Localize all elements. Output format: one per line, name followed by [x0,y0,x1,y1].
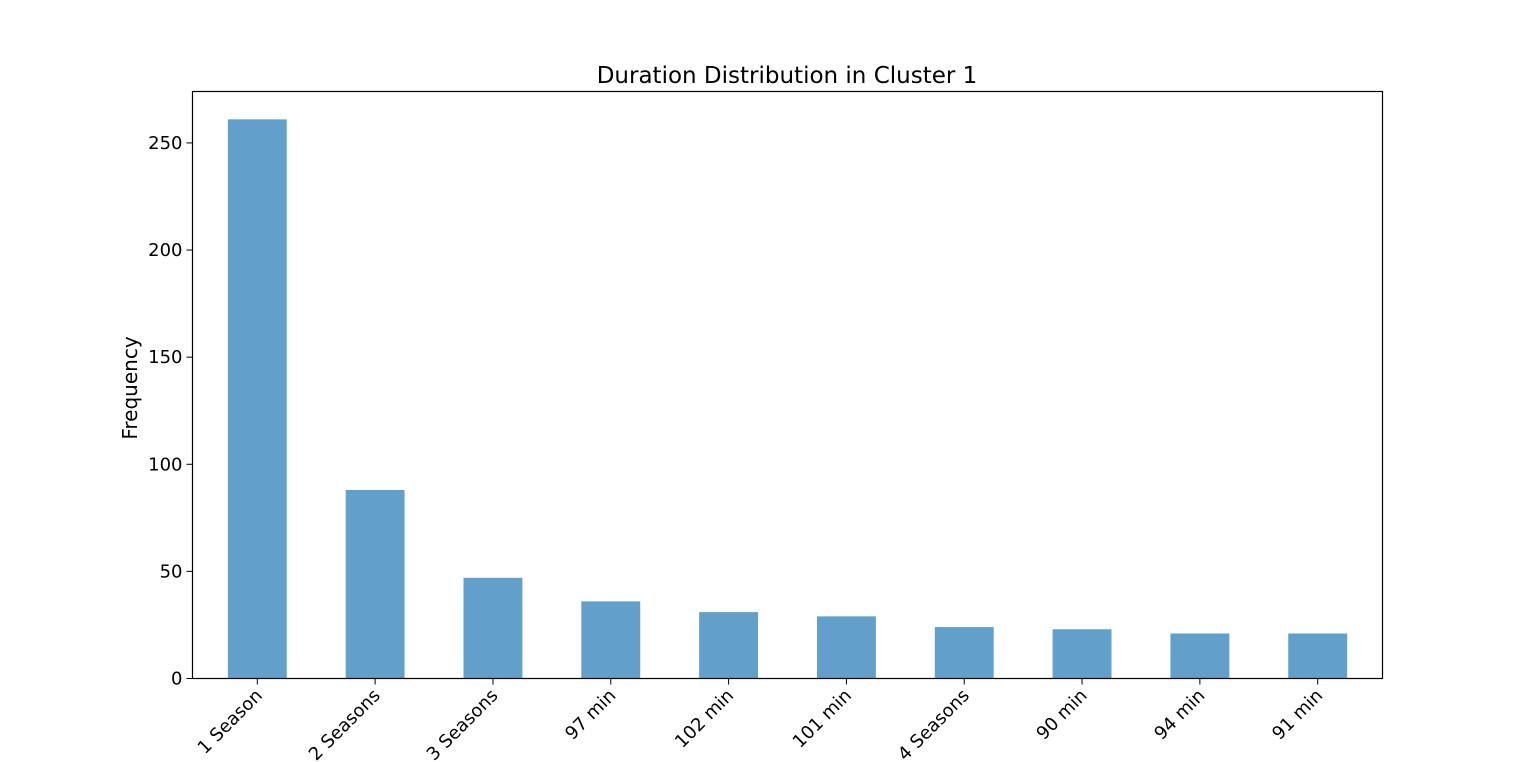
y-tick-label: 0 [171,669,182,690]
y-tick-label: 200 [148,240,182,261]
bar [1170,633,1230,679]
bar [227,119,287,679]
x-tick-label: 94 min [1150,685,1209,744]
x-tick-label: 90 min [1032,685,1091,744]
bar [463,577,523,679]
y-tick-label: 250 [148,133,182,154]
bars-group [227,119,1348,679]
bar [816,616,876,679]
y-tick-label: 100 [148,454,182,475]
y-tick-label: 150 [148,347,182,368]
bar [934,627,994,679]
x-tick-label: 91 min [1268,685,1327,744]
x-tick-label: 2 Seasons [305,685,385,762]
chart-title: Duration Distribution in Cluster 1 [597,63,978,89]
y-tick-label: 50 [160,561,183,582]
bar [699,612,759,679]
bar [345,489,405,679]
x-tick-label: 3 Seasons [423,685,503,762]
y-axis-label: Frequency [118,336,142,439]
bar [1288,633,1348,679]
x-tick-label: 1 Season [194,685,267,758]
x-tick-label: 4 Seasons [894,685,974,762]
bar [581,601,641,679]
x-axis: 1 Season 2 Seasons 3 Seasons 97 min 102 min 1… [194,678,1327,762]
plot-frame [191,90,1384,680]
x-tick-label: 102 min [671,685,738,752]
x-tick-label: 97 min [561,685,620,744]
x-tick-label: 101 min [789,685,856,752]
bar [1052,629,1112,679]
y-axis: 0 50 100 150 200 250 [148,133,193,690]
